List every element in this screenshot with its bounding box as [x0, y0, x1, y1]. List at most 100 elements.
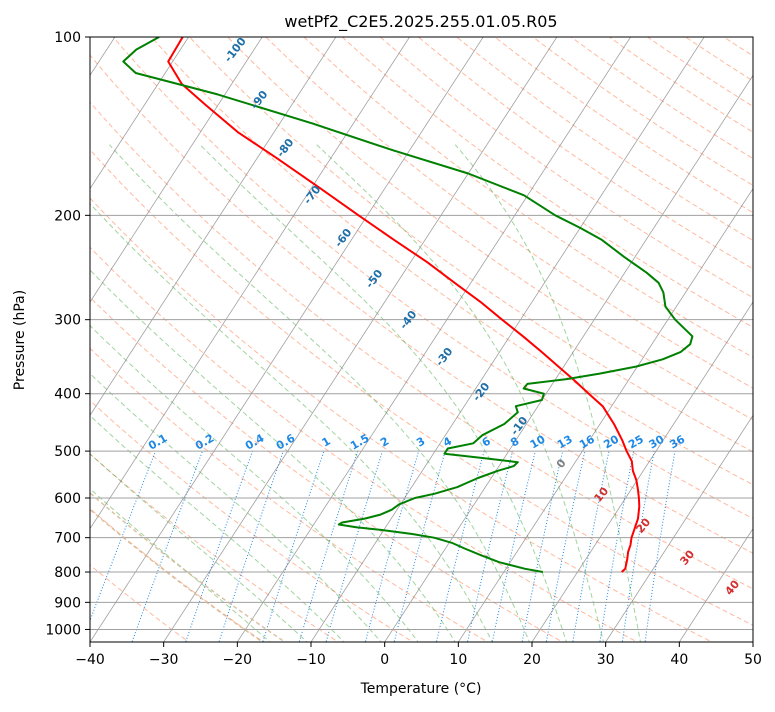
moist-adiabat: [90, 453, 308, 642]
dendritic-line: [90, 508, 264, 642]
moist-adiabat: [90, 488, 271, 642]
isotherm: [163, 37, 558, 642]
isotherm: [236, 37, 632, 642]
x-tick-label: 20: [523, 652, 541, 668]
x-tick-label: −20: [223, 652, 253, 668]
moist-adiabat: [199, 144, 567, 642]
mixing-ratio-label: 25: [626, 433, 646, 452]
dry-adiabat: [90, 564, 190, 642]
dry-adiabat: [90, 101, 753, 590]
x-tick-label: 0: [380, 652, 389, 668]
dry-adiabat-label: -100: [222, 35, 249, 65]
dry-adiabat-label: -60: [332, 226, 355, 250]
mixing-ratio-line: [131, 450, 203, 642]
x-tick-label: 50: [744, 652, 762, 668]
dry-adiabat: [90, 453, 340, 642]
dry-adiabat: [90, 347, 489, 642]
dry-adiabat: [722, 37, 753, 57]
y-tick-label: 200: [54, 208, 81, 224]
moist-adiabat: [90, 202, 493, 642]
moist-adiabat: [90, 269, 456, 642]
dry-adiabat: [188, 37, 753, 453]
mixing-ratio-label: 8: [508, 435, 521, 450]
moist-adiabat: [316, 144, 605, 642]
moist-adiabat-label: 0: [554, 456, 569, 470]
mixing-ratio-line: [621, 451, 655, 642]
isotherm: [678, 527, 753, 642]
background-lines: [90, 37, 753, 642]
line-labels: -100-90-80-70-60-50-40-30-20-100.1 0.2 0.4…: [146, 35, 742, 598]
mixing-ratio-line: [467, 450, 514, 642]
isotherm: [90, 37, 484, 642]
mixing-ratio-label: 1: [320, 435, 333, 450]
dry-adiabat: [90, 149, 753, 626]
dry-adiabat: [532, 37, 753, 186]
x-tick-label: 40: [670, 652, 688, 668]
mixing-ratio-line: [185, 450, 253, 642]
isotherm: [90, 37, 337, 417]
dry-adiabat: [265, 37, 753, 389]
y-tick-label: 800: [54, 565, 81, 581]
x-tick-label: 10: [449, 652, 467, 668]
mixing-ratio-label: 0.1: [146, 432, 169, 453]
isotherm: [457, 187, 753, 642]
moist-adiabat: [90, 324, 419, 642]
dry-adiabat-label: -40: [397, 308, 420, 332]
y-tick-label: 900: [54, 595, 81, 611]
plot-frame: [89, 36, 754, 643]
x-axis-label: Temperature (°C): [360, 681, 482, 697]
chart-title: wetPf2_C2E5.2025.255.01.05.R05: [284, 12, 557, 32]
x-tick-label: −40: [75, 652, 105, 668]
moist-adiabat-label: 20: [633, 515, 653, 535]
y-axis-label: Pressure (hPa): [12, 290, 28, 390]
mixing-ratio-line: [262, 450, 325, 642]
moist-adiabat-label: 40: [722, 577, 742, 597]
dry-adiabat: [150, 37, 753, 486]
y-tick-label: 700: [54, 531, 81, 547]
x-tick-label: −10: [296, 652, 326, 668]
isotherm: [90, 37, 190, 190]
dry-adiabat: [90, 54, 753, 554]
mixing-ratio-label: 6: [480, 434, 493, 449]
dry-adiabat: [90, 246, 639, 642]
y-tick-label: 400: [54, 387, 81, 403]
mixing-ratio-label: 0.2: [193, 432, 216, 453]
mixing-ratio-line: [218, 450, 284, 642]
dewpoint-line: [122, 37, 694, 573]
mixing-ratio-line: [644, 451, 676, 642]
y-tick-label: 100: [54, 30, 81, 46]
mixing-ratio-line: [545, 450, 586, 642]
moist-adiabat: [454, 144, 641, 642]
mixing-ratio-line: [364, 450, 420, 642]
mixing-ratio-label: 20: [601, 432, 621, 451]
mixing-ratio-line: [435, 450, 485, 642]
x-tick-label: −30: [149, 652, 179, 668]
moist-adiabat: [90, 415, 345, 642]
y-tick-label: 500: [54, 444, 81, 460]
dry-adiabat: [303, 37, 753, 358]
isotherm: [531, 301, 753, 642]
data-series: [122, 37, 694, 573]
mixing-ratio-label: 2: [378, 435, 391, 450]
isotherm: [605, 414, 753, 642]
dry-adiabat-label: -90: [248, 88, 271, 112]
isotherm: [310, 37, 705, 642]
mixing-ratio-line: [298, 450, 359, 642]
mixing-ratio-label: 0.4: [243, 431, 267, 452]
y-tick-label: 300: [54, 313, 81, 329]
mixing-ratio-label: 13: [555, 433, 575, 452]
y-tick-label: 1000: [45, 622, 81, 638]
mixing-ratio-line: [491, 450, 536, 642]
isotherm: [384, 74, 753, 642]
dry-adiabat: [417, 37, 753, 270]
dry-adiabat: [112, 37, 753, 520]
x-tick-label: 30: [597, 652, 615, 668]
dry-adiabat: [570, 37, 753, 160]
moist-adiabat-label: 10: [591, 484, 611, 504]
y-axis: 100 200 300 400 500 600 700 800 900 1000: [45, 30, 90, 638]
dry-adiabat: [494, 37, 753, 214]
mixing-ratio-label: 0.6: [274, 431, 298, 452]
dry-adiabat: [90, 508, 265, 642]
dry-adiabat: [341, 37, 753, 328]
